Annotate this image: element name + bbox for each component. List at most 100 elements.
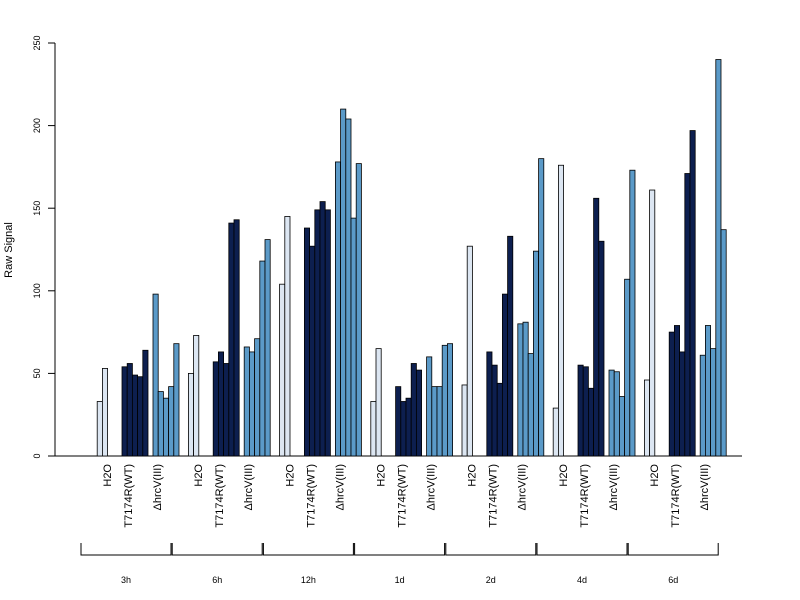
bar (552, 407, 559, 457)
bar (501, 293, 508, 457)
condition-label: H2O (193, 464, 205, 487)
bar (527, 353, 534, 457)
condition-label: H2O (558, 464, 570, 487)
condition-label: T7174R(WT) (579, 464, 591, 528)
bar (436, 386, 443, 457)
bar (649, 189, 656, 457)
bar (715, 59, 722, 457)
bar (486, 351, 493, 457)
bar (558, 164, 565, 457)
time-label: 6d (668, 575, 678, 585)
bar (334, 161, 341, 457)
time-label: 3h (121, 575, 131, 585)
time-label: 2d (486, 575, 496, 585)
bar-group (96, 59, 727, 457)
bar (517, 323, 524, 457)
condition-label: ΔhrcV(III) (425, 464, 437, 510)
bar (577, 364, 584, 457)
condition-label: T7174R(WT) (123, 464, 135, 528)
bar (426, 356, 433, 457)
condition-label: ΔhrcV(III) (334, 464, 346, 510)
bar (679, 351, 686, 457)
time-group-brackets: 3h 6h 12h 1d 2d 4d 6d (80, 543, 719, 585)
bar (588, 387, 595, 457)
bar (400, 401, 407, 457)
y-tick-label: 0 (32, 453, 42, 458)
bar (705, 325, 712, 457)
bar (446, 343, 453, 457)
bar (624, 278, 631, 457)
bar (441, 344, 448, 457)
condition-label: ΔhrcV(III) (608, 464, 620, 510)
bar (710, 348, 717, 457)
y-axis-title: Raw Signal (3, 222, 15, 278)
time-bracket (171, 543, 263, 556)
bar (674, 325, 681, 457)
condition-label: ΔhrcV(III) (699, 464, 711, 510)
bar (102, 368, 109, 457)
condition-label: T7174R(WT) (670, 464, 682, 528)
bar (644, 379, 651, 457)
time-label: 12h (301, 575, 316, 585)
bar (593, 197, 600, 457)
bar (243, 346, 250, 457)
condition-label: T7174R(WT) (214, 464, 226, 528)
bar (193, 335, 200, 457)
bar (395, 386, 402, 457)
bar (187, 372, 194, 457)
bar (496, 382, 503, 457)
bar (689, 130, 696, 457)
bar (254, 338, 261, 457)
condition-label: T7174R(WT) (305, 464, 317, 528)
bar (720, 229, 727, 457)
time-bracket (262, 543, 354, 556)
bar (370, 401, 377, 457)
bar (613, 371, 620, 457)
bar (309, 245, 316, 457)
condition-label: ΔhrcV(III) (243, 464, 255, 510)
bar (533, 250, 540, 457)
bar (466, 245, 473, 457)
bar (350, 217, 357, 457)
time-label: 6h (212, 575, 222, 585)
condition-label: ΔhrcV(III) (517, 464, 529, 510)
bar (375, 348, 382, 457)
bar (582, 366, 589, 457)
bar (142, 349, 149, 457)
bar (405, 397, 412, 457)
bar (345, 118, 352, 457)
condition-label: T7174R(WT) (488, 464, 500, 528)
time-label: 1d (395, 575, 405, 585)
bar (233, 219, 240, 457)
bar (324, 209, 331, 457)
bar (522, 321, 529, 457)
bar (126, 363, 133, 457)
condition-label: H2O (649, 464, 661, 487)
bar (355, 163, 362, 457)
condition-label: H2O (284, 464, 296, 487)
time-bracket (80, 543, 172, 556)
bar (415, 369, 422, 457)
y-tick-label: 50 (32, 368, 42, 378)
bar (162, 397, 169, 457)
bar (259, 260, 266, 457)
bar (303, 227, 310, 457)
condition-label: H2O (467, 464, 479, 487)
bar (319, 201, 326, 457)
condition-label: H2O (102, 464, 114, 487)
bar (507, 235, 514, 457)
bar (279, 283, 286, 457)
bar (284, 216, 291, 457)
bar (131, 374, 138, 457)
bar (314, 209, 321, 457)
bar (629, 169, 636, 457)
condition-label: T7174R(WT) (396, 464, 408, 528)
bar (431, 386, 438, 457)
bar (491, 364, 498, 457)
condition-label: ΔhrcV(III) (152, 464, 164, 510)
time-bracket (536, 543, 628, 556)
y-tick-label: 100 (32, 283, 42, 298)
bar (121, 366, 128, 457)
time-bracket (627, 543, 719, 556)
